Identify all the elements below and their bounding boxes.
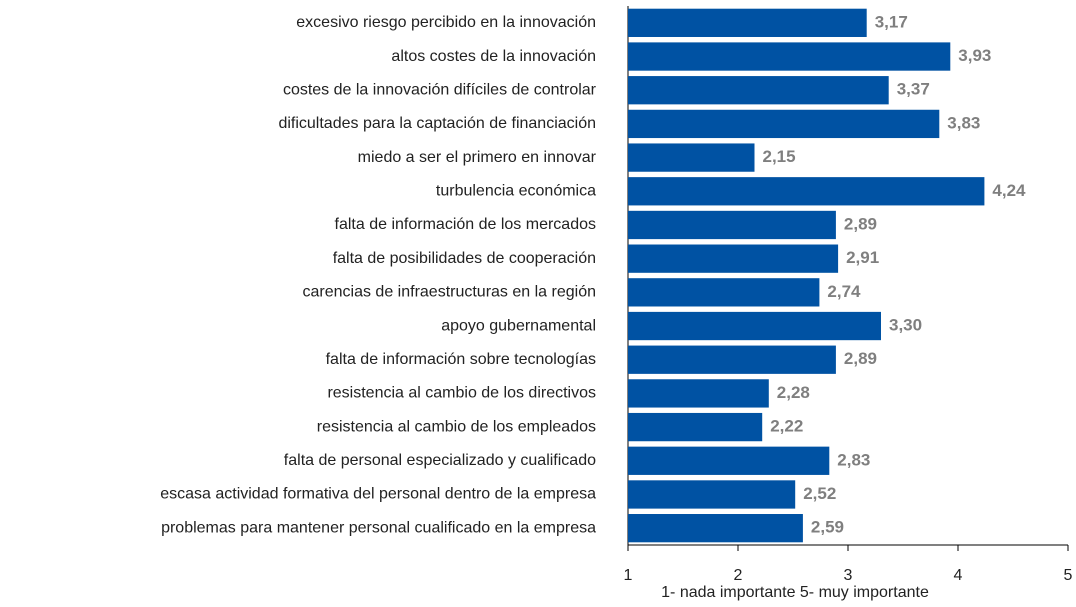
value-label: 2,89 [844,349,877,368]
y-tick-label: resistencia al cambio de los empleados [317,418,596,435]
x-tick-label: 2 [734,567,743,584]
bar [628,446,830,475]
bar [628,8,867,37]
bar [628,480,796,509]
value-label: 2,83 [837,450,870,469]
y-tick-label: falta de información de los mercados [335,216,596,233]
y-tick-label: miedo a ser el primero en innovar [358,149,597,166]
value-label: 2,74 [827,282,861,301]
y-tick-label: altos costes de la innovación [391,48,596,65]
bar [628,177,985,206]
value-label: 3,93 [958,46,991,65]
value-label: 2,59 [811,518,844,537]
value-label: 3,83 [947,113,980,132]
y-tick-label: escasa actividad formativa del personal … [160,486,596,503]
bar [628,244,839,273]
value-label: 3,17 [875,12,908,31]
bar [628,311,881,341]
bar [628,143,755,172]
x-tick-label: 3 [844,567,853,584]
value-label: 2,15 [763,147,796,166]
bar [628,42,951,71]
y-tick-label: apoyo gubernamental [441,317,596,334]
value-label: 2,89 [844,214,877,233]
y-tick-label: problemas para mantener personal cualifi… [161,519,596,536]
value-label: 4,24 [992,181,1026,200]
x-axis-label: 1- nada importante 5- muy importante [661,584,929,601]
bar [628,109,940,139]
bar [628,278,820,307]
x-tick-label: 5 [1064,567,1073,584]
y-tick-label: excesivo riesgo percibido en la innovaci… [296,14,596,31]
value-label: 3,30 [889,316,922,335]
value-label: 2,22 [770,417,803,436]
bar [628,345,836,374]
bar [628,210,836,240]
bar [628,379,769,408]
value-label: 2,28 [777,383,810,402]
value-label: 2,91 [846,248,879,267]
x-tick-label: 1 [624,567,633,584]
value-label: 3,37 [897,80,930,99]
y-tick-label: resistencia al cambio de los directivos [327,385,596,402]
bar [628,76,889,105]
y-tick-label: carencias de infraestructuras en la regi… [303,284,597,301]
y-tick-label: dificultades para la captación de financ… [278,115,596,132]
bar [628,514,803,543]
bar [628,412,763,442]
y-tick-label: falta de información sobre tecnologías [326,351,596,368]
value-label: 2,52 [803,484,836,503]
y-tick-label: costes de la innovación difíciles de con… [283,81,597,98]
y-tick-label: turbulencia económica [436,183,596,200]
y-tick-label: falta de personal especializado y cualif… [284,452,596,469]
y-tick-label: falta de posibilidades de cooperación [333,250,596,267]
x-tick-label: 4 [954,567,963,584]
